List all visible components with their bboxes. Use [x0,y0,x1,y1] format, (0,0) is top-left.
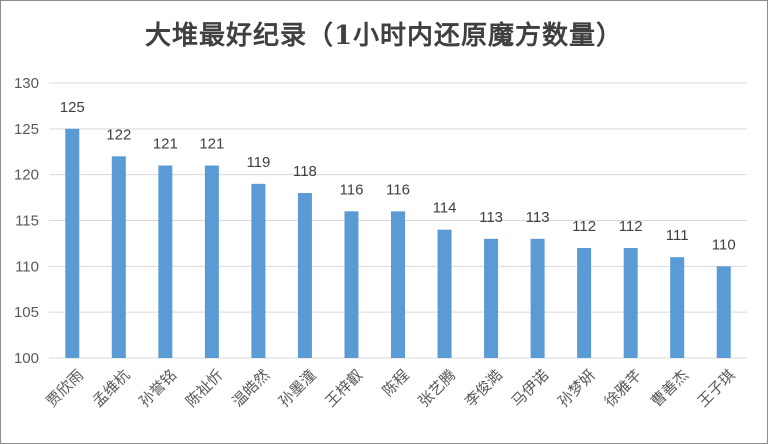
x-tick-label: 曹善杰 [647,366,692,411]
data-labels: 125 122 121 121 119 118 116 116 114 113 113 112 112 1… [60,99,736,253]
bar [297,193,312,358]
data-label: 114 [433,200,457,217]
x-tick-label: 孙誉铭 [136,366,181,411]
x-tick-label: 马伊诺 [508,366,553,411]
data-label: 116 [386,181,410,198]
x-tick-label: 李俊澔 [461,366,506,411]
data-label: 112 [572,218,596,235]
x-tick-label: 王子琪 [694,366,739,411]
bar [437,229,452,358]
y-tick-label: 105 [14,304,39,321]
x-tick-label: 张艺腾 [415,366,460,411]
y-tick-label: 115 [15,213,39,230]
data-label: 116 [340,181,364,198]
x-tick-label: 陈祉忻 [182,366,227,411]
x-tick-label: 孟维杭 [89,366,134,411]
data-label: 121 [199,136,224,153]
bar [391,211,405,358]
data-label: 113 [526,209,550,226]
data-label: 125 [60,99,85,116]
data-label: 118 [293,163,317,180]
y-axis: 100 105 110 115 120 125 130 [14,75,39,367]
x-axis: 贾欣雨 孟维杭 孙誉铭 陈祉忻 温皓然 孙墨潼 王梓叡 陈程 张艺腾 李俊澔 马伊诺 孙梦妍 徐雅芊 曹善… [42,366,738,411]
x-tick-label: 徐雅芊 [601,366,646,411]
bar [530,238,545,358]
x-tick-label: 王梓叡 [322,366,367,411]
chart-title: 大堆最好纪录（1小时内还原魔方数量） [144,21,624,51]
bar [484,238,499,358]
bar [670,257,685,358]
y-tick-label: 120 [14,167,39,184]
bar [65,128,80,358]
y-tick-label: 110 [15,258,39,275]
data-label: 111 [666,227,689,244]
bar [158,165,173,358]
data-label: 110 [712,236,736,253]
x-tick-label: 温皓然 [229,366,274,411]
bar [111,156,126,358]
y-tick-label: 130 [14,75,39,92]
x-tick-label: 孙梦妍 [554,366,599,411]
x-tick-label: 贾欣雨 [42,366,87,411]
bar [344,211,359,358]
bar [577,248,592,358]
x-tick-label: 孙墨潼 [275,366,320,411]
y-tick-label: 100 [14,350,39,367]
data-label: 113 [479,209,503,226]
data-label: 112 [619,218,643,235]
bar [204,165,219,358]
y-tick-label: 125 [14,121,39,138]
bar [251,183,266,358]
bar [623,248,638,358]
bar [716,266,731,358]
data-label: 122 [106,126,131,143]
x-tick-label: 陈程 [379,366,413,400]
bar-series [65,128,731,358]
data-label: 119 [246,154,270,171]
data-label: 121 [153,136,178,153]
